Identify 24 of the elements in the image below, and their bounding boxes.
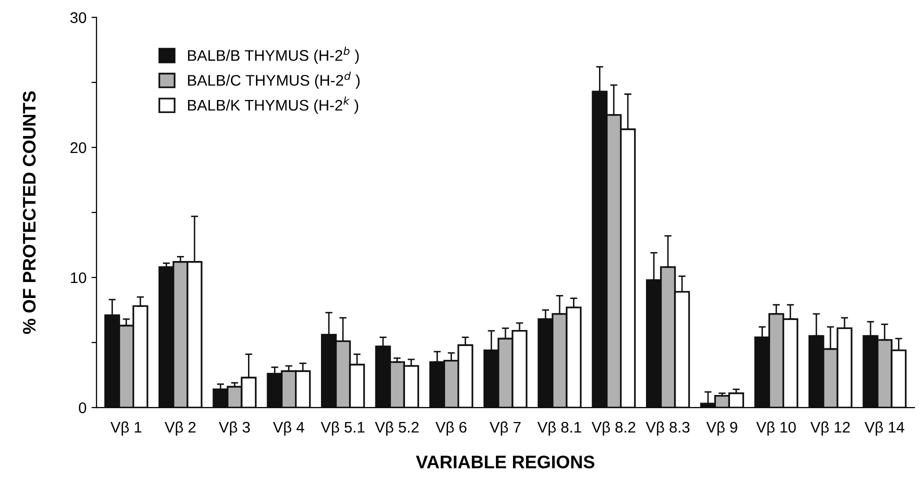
x-tick-label: Vβ 1	[110, 421, 142, 436]
x-tick-label: Vβ 5.1	[320, 421, 364, 436]
y-tick-label: 30	[70, 12, 86, 24]
x-tick-label: Vβ 14	[864, 421, 904, 436]
x-tick-label: Vβ 7	[490, 421, 521, 436]
x-tick-label: Vβ 10	[756, 421, 796, 436]
y-tick-label: 0	[78, 402, 86, 414]
y-tick-label: 20	[70, 142, 86, 154]
x-tick-label: Vβ 5.2	[374, 421, 419, 436]
legend-label: BALB/C THYMUS (H-2$^{d}$ )	[188, 72, 360, 89]
x-tick-label: Vβ 8.2	[592, 421, 636, 436]
x-axis-title: VARIABLE REGIONS	[416, 456, 594, 468]
legend-label: BALB/B THYMUS (H-2$^{b}$ )	[188, 46, 359, 64]
y-axis-title: % OF PROTECTED COUNTS	[22, 91, 36, 334]
x-tick-label: Vβ 3	[218, 421, 250, 436]
x-tick-label: Vβ 8.1	[537, 421, 582, 436]
x-tick-label: Vβ 9	[706, 421, 738, 436]
legend-label: BALB/K THYMUS (H-2$^{k}$ )	[188, 96, 358, 114]
x-tick-label: Vβ 6	[435, 421, 466, 436]
x-tick-label: Vβ 2	[164, 421, 196, 436]
x-tick-label: Vβ 4	[272, 421, 304, 436]
x-tick-label: Vβ 8.3	[646, 421, 690, 436]
x-tick-label: Vβ 12	[810, 421, 850, 436]
y-tick-label: 10	[70, 272, 86, 284]
